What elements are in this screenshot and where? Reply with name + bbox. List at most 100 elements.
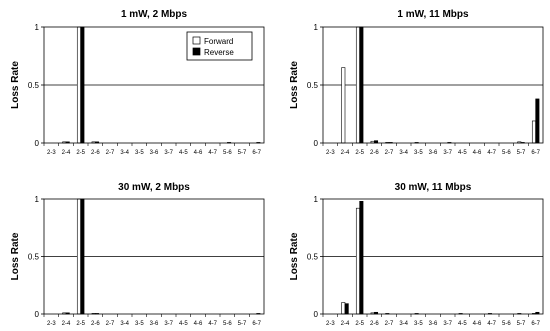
panel-title: 30 mW, 2 Mbps bbox=[118, 182, 190, 193]
x-tick-label: 3-4 bbox=[399, 321, 408, 327]
bar-forward bbox=[531, 120, 536, 144]
y-axis-label: Loss Rate bbox=[10, 61, 21, 109]
x-tick-label: 3-6 bbox=[429, 150, 438, 156]
bar-reverse bbox=[80, 198, 85, 315]
x-tick-label: 5-7 bbox=[517, 150, 526, 156]
x-tick-label: 3-5 bbox=[135, 150, 144, 156]
x-tick-label: 2-4 bbox=[341, 321, 350, 327]
legend-swatch-reverse bbox=[192, 47, 201, 56]
bar-reverse bbox=[359, 26, 364, 144]
x-tick-label: 3-5 bbox=[414, 321, 423, 327]
x-tick-label: 4-6 bbox=[194, 321, 203, 327]
x-tick-label: 4-5 bbox=[458, 150, 467, 156]
x-tick-label: 2-6 bbox=[91, 150, 100, 156]
x-tick-label: 3-7 bbox=[443, 321, 452, 327]
bar-forward bbox=[341, 67, 346, 144]
x-tick-label: 3-5 bbox=[414, 150, 423, 156]
x-tick-label: 2-3 bbox=[326, 150, 335, 156]
x-tick-label: 4-5 bbox=[179, 321, 188, 327]
bar-forward bbox=[355, 26, 360, 144]
x-tick-label: 5-7 bbox=[238, 150, 247, 156]
x-tick-label: 2-4 bbox=[62, 321, 71, 327]
panel-title: 1 mW, 2 Mbps bbox=[121, 9, 188, 20]
x-tick-label: 6-7 bbox=[531, 150, 540, 156]
x-tick-label: 5-7 bbox=[517, 321, 526, 327]
bar-reverse bbox=[344, 303, 349, 315]
x-tick-label: 2-5 bbox=[355, 321, 364, 327]
x-tick-label: 2-6 bbox=[370, 150, 379, 156]
x-tick-label: 6-7 bbox=[252, 150, 261, 156]
bar-reverse bbox=[535, 98, 540, 144]
x-tick-label: 3-6 bbox=[150, 321, 159, 327]
x-tick-label: 3-7 bbox=[164, 321, 173, 327]
plot-area bbox=[322, 198, 544, 315]
x-tick-label: 3-4 bbox=[120, 321, 129, 327]
x-tick-label: 4-7 bbox=[208, 150, 217, 156]
legend-swatch-forward bbox=[192, 36, 201, 45]
x-tick-label: 5-7 bbox=[238, 321, 247, 327]
bar-forward bbox=[76, 26, 81, 144]
x-tick-label: 2-6 bbox=[370, 321, 379, 327]
y-tick-label: 1 bbox=[314, 195, 319, 204]
x-tick-label: 5-6 bbox=[502, 321, 511, 327]
y-axis-label: Loss Rate bbox=[289, 61, 300, 109]
x-tick-label: 3-4 bbox=[399, 150, 408, 156]
plot-area bbox=[43, 26, 265, 144]
bar-forward bbox=[76, 198, 81, 315]
x-tick-label: 4-7 bbox=[487, 321, 496, 327]
x-tick-label: 3-6 bbox=[429, 321, 438, 327]
x-tick-label: 3-4 bbox=[120, 150, 129, 156]
x-tick-label: 4-6 bbox=[473, 321, 482, 327]
bar-forward bbox=[355, 207, 360, 315]
x-tick-label: 4-5 bbox=[179, 150, 188, 156]
x-tick-label: 6-7 bbox=[531, 321, 540, 327]
x-tick-label: 2-3 bbox=[47, 150, 56, 156]
y-tick-label: 0.5 bbox=[307, 253, 319, 262]
x-tick-label: 3-7 bbox=[443, 150, 452, 156]
y-tick-label: 0.5 bbox=[307, 81, 319, 90]
panel-title: 30 mW, 11 Mbps bbox=[395, 182, 472, 193]
x-tick-label: 2-5 bbox=[76, 321, 85, 327]
x-tick-label: 4-7 bbox=[208, 321, 217, 327]
x-tick-label: 4-5 bbox=[458, 321, 467, 327]
x-tick-label: 2-7 bbox=[385, 150, 394, 156]
y-tick-label: 1 bbox=[35, 195, 40, 204]
x-tick-label: 2-4 bbox=[341, 150, 350, 156]
bar-reverse bbox=[359, 201, 364, 315]
y-axis-label: Loss Rate bbox=[10, 232, 21, 280]
bar-forward bbox=[341, 302, 346, 315]
x-tick-label: 3-7 bbox=[164, 150, 173, 156]
x-tick-label: 2-4 bbox=[62, 150, 71, 156]
x-tick-label: 2-7 bbox=[106, 150, 115, 156]
panel-title: 1 mW, 11 Mbps bbox=[397, 9, 469, 20]
x-tick-label: 5-6 bbox=[223, 150, 232, 156]
x-tick-label: 3-6 bbox=[150, 150, 159, 156]
y-tick-label: 0 bbox=[314, 139, 319, 148]
x-tick-label: 2-3 bbox=[326, 321, 335, 327]
x-tick-label: 2-6 bbox=[91, 321, 100, 327]
x-tick-label: 2-3 bbox=[47, 321, 56, 327]
y-tick-label: 0.5 bbox=[28, 81, 40, 90]
x-tick-label: 4-7 bbox=[487, 150, 496, 156]
legend-label-forward: Forward bbox=[204, 37, 233, 46]
x-tick-label: 5-6 bbox=[223, 321, 232, 327]
x-tick-label: 2-7 bbox=[106, 321, 115, 327]
bar-reverse bbox=[80, 26, 85, 144]
x-tick-label: 4-6 bbox=[194, 150, 203, 156]
x-tick-label: 4-6 bbox=[473, 150, 482, 156]
x-tick-label: 6-7 bbox=[252, 321, 261, 327]
x-tick-label: 3-5 bbox=[135, 321, 144, 327]
y-axis-label: Loss Rate bbox=[289, 232, 300, 280]
y-tick-label: 1 bbox=[35, 23, 40, 32]
y-tick-label: 0 bbox=[314, 310, 319, 319]
legend-label-reverse: Reverse bbox=[204, 48, 234, 57]
x-tick-label: 2-5 bbox=[76, 150, 85, 156]
x-tick-label: 5-6 bbox=[502, 150, 511, 156]
x-tick-label: 2-5 bbox=[355, 150, 364, 156]
y-tick-label: 1 bbox=[314, 23, 319, 32]
x-tick-label: 2-7 bbox=[385, 321, 394, 327]
y-tick-label: 0 bbox=[35, 310, 40, 319]
y-tick-label: 0 bbox=[35, 139, 40, 148]
plot-area bbox=[322, 26, 544, 144]
